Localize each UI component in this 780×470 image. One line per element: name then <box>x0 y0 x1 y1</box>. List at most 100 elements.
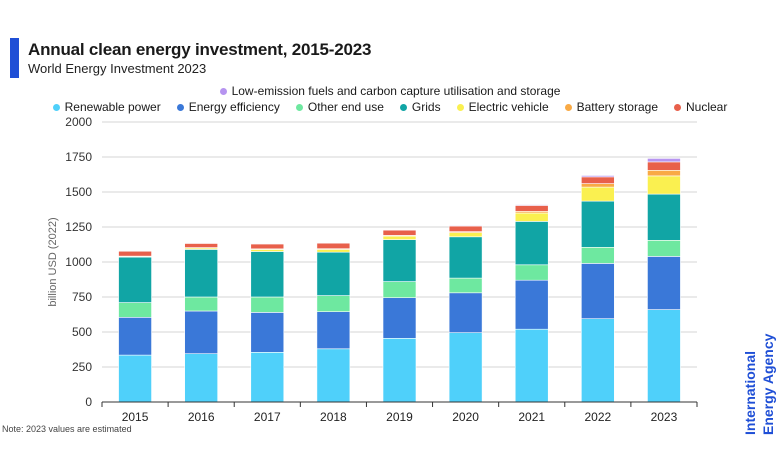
legend-swatch <box>176 103 184 111</box>
legend-label: Renewable power <box>64 100 161 114</box>
bar-segment <box>448 232 483 238</box>
bar-segment <box>250 249 285 252</box>
bar-segment <box>250 312 285 353</box>
bar-segment <box>316 295 351 313</box>
bar-segment <box>448 277 483 294</box>
legend-item-renewable-power: Renewable power <box>52 100 161 114</box>
bar-segment <box>316 249 351 253</box>
bar-segment <box>647 193 681 241</box>
bar-segment <box>581 186 615 202</box>
legend-label: Nuclear <box>686 100 728 114</box>
bar-segment <box>581 247 615 264</box>
y-tick-label: 750 <box>72 290 92 304</box>
y-tick-label: 1750 <box>65 150 92 164</box>
bar-segment <box>118 354 152 403</box>
bar-segment <box>250 243 285 245</box>
y-tick-label: 1000 <box>65 255 92 269</box>
bar-segment <box>647 158 681 163</box>
bar-segment <box>250 351 285 403</box>
legend-item-low-emission-fuels: Low-emission fuels and carbon capture ut… <box>219 84 560 98</box>
bar-segment <box>118 316 152 356</box>
legend-label: Electric vehicle <box>468 100 549 114</box>
x-tick-label: 2019 <box>386 410 413 424</box>
bar-segment <box>184 353 218 403</box>
bar-segment <box>184 243 218 248</box>
bar-segment <box>448 225 483 232</box>
x-tick-label: 2018 <box>320 410 347 424</box>
bar-segment <box>382 239 417 282</box>
bar-segment <box>184 310 218 355</box>
legend-item-other-end-use: Other end use <box>295 100 384 114</box>
logo-line-1: International <box>742 351 758 435</box>
bar-segment <box>448 236 483 279</box>
bar-segment <box>581 176 615 184</box>
legend-swatch <box>52 103 60 111</box>
bars <box>118 158 681 403</box>
bar-segment <box>448 332 483 403</box>
bar-segment <box>581 183 615 188</box>
bar-segment <box>647 170 681 177</box>
legend-item-electric-vehicle: Electric vehicle <box>456 100 549 114</box>
bar-segment <box>382 297 417 339</box>
bar-segment <box>316 311 351 350</box>
chart-subtitle: World Energy Investment 2023 <box>28 61 207 76</box>
bar-segment <box>316 242 351 250</box>
legend-swatch <box>456 103 464 111</box>
bar-segment <box>382 229 417 231</box>
y-axis-label: billion USD (2022) <box>47 217 59 306</box>
x-tick-label: 2016 <box>188 410 215 424</box>
y-tick-label: 250 <box>72 360 92 374</box>
x-tick-label: 2021 <box>518 410 545 424</box>
x-tick-label: 2022 <box>584 410 611 424</box>
x-tick-label: 2015 <box>122 410 149 424</box>
bar-segment <box>514 204 549 206</box>
bar-segment <box>250 296 285 313</box>
footnote: Note: 2023 values are estimated <box>2 424 132 434</box>
legend-row-1: Low-emission fuels and carbon capture ut… <box>0 84 780 98</box>
legend-row-2: Renewable power Energy efficiency Other … <box>0 100 780 114</box>
y-tick-label: 0 <box>85 395 92 409</box>
bar-segment <box>316 251 351 296</box>
bar-segment <box>382 235 417 240</box>
bar-segment <box>647 256 681 310</box>
y-tick-label: 2000 <box>65 115 92 129</box>
legend-swatch <box>219 87 227 95</box>
x-tick-label: 2023 <box>651 410 678 424</box>
y-tick-label: 1250 <box>65 220 92 234</box>
legend-swatch <box>295 103 303 111</box>
bar-segment <box>581 175 615 178</box>
legend-item-battery-storage: Battery storage <box>564 100 658 114</box>
bar-segment <box>250 251 285 298</box>
legend-label: Other end use <box>307 100 384 114</box>
y-tick-label: 500 <box>72 325 92 339</box>
x-tick-label: 2017 <box>254 410 281 424</box>
bar-segment <box>316 242 351 244</box>
bar-segment <box>118 256 152 303</box>
bar-segment <box>118 302 152 318</box>
legend-swatch <box>674 103 681 111</box>
legend-item-grids: Grids <box>399 100 441 114</box>
bar-segment <box>581 200 615 248</box>
iea-logo: International Energy Agency <box>742 333 776 435</box>
bar-segment <box>118 250 152 257</box>
bar-segment <box>514 205 549 212</box>
legend-label: Battery storage <box>576 100 658 114</box>
legend-item-energy-efficiency: Energy efficiency <box>176 100 280 114</box>
legend-label: Energy efficiency <box>188 100 280 114</box>
legend-swatch <box>399 103 407 111</box>
bar-segment <box>448 292 483 333</box>
bar-segment <box>250 243 285 250</box>
bar-segment <box>581 263 615 319</box>
bar-segment <box>514 221 549 266</box>
bar-segment <box>184 296 218 312</box>
chart-title: Annual clean energy investment, 2015-202… <box>28 40 372 59</box>
bar-segment <box>514 212 549 222</box>
axes: 0 250 500 750 1000 1250 1500 1750 2000 2015 2016 20… <box>65 115 698 424</box>
legend-swatch <box>564 103 572 111</box>
bar-segment <box>514 279 549 330</box>
bar-segment <box>647 309 681 403</box>
title-accent-bar <box>10 38 19 78</box>
bar-segment <box>514 328 549 403</box>
bar-segment <box>184 249 218 298</box>
